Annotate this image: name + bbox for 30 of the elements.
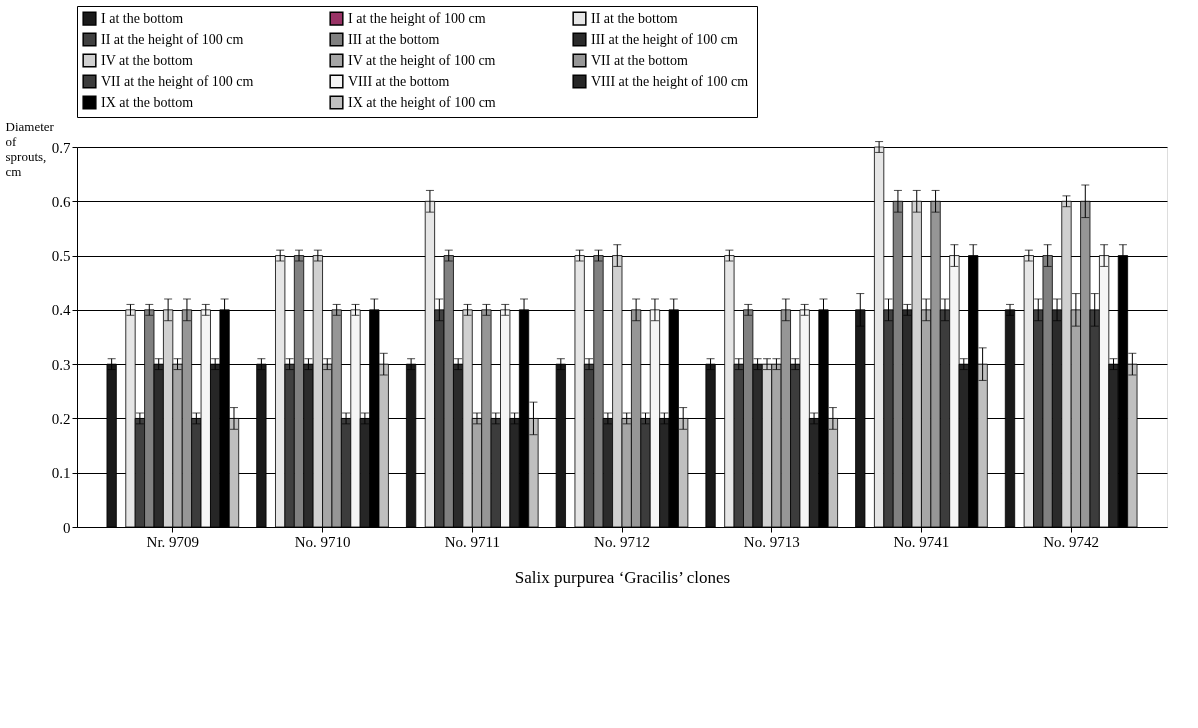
legend-label: VII at the height of 100 cm	[101, 73, 254, 89]
y-tick-label: 0.3	[51, 356, 71, 373]
y-tick-label: 0.5	[51, 248, 71, 265]
legend-label: IV at the height of 100 cm	[348, 52, 496, 68]
x-tick-label: No. 9713	[743, 533, 800, 550]
x-tick-label: Nr. 9709	[146, 533, 200, 550]
y-tick-label: 0.4	[51, 302, 71, 319]
x-tick-label: No. 9741	[893, 533, 950, 550]
legend-label: II at the bottom	[591, 10, 678, 26]
x-tick-label: No. 9712	[594, 533, 650, 550]
legend-label: VIII at the bottom	[348, 73, 450, 89]
legend-label: III at the bottom	[348, 31, 440, 47]
x-tick-label: No. 9710	[294, 533, 351, 550]
legend-label: I at the bottom	[101, 10, 184, 26]
y-tick-label: 0.6	[51, 193, 71, 210]
legend-label: IX at the height of 100 cm	[348, 94, 496, 110]
y-tick-label: 0.1	[51, 465, 71, 482]
legend-label: VII at the bottom	[591, 52, 688, 68]
legend-label: I at the height of 100 cm	[348, 10, 486, 26]
y-tick-label: 0.7	[51, 139, 71, 156]
legend-label: VIII at the height of 100 cm	[591, 73, 749, 89]
x-tick-label: No. 9711	[444, 533, 500, 550]
y-tick-label: 0	[63, 519, 71, 536]
legend-label: IV at the bottom	[101, 52, 194, 68]
y-tick-label: 0.2	[51, 410, 71, 427]
x-tick-label: No. 9742	[1043, 533, 1100, 550]
legend-label: III at the height of 100 cm	[591, 31, 739, 47]
x-axis-title: Salix purpurea ‘Gracilis’ clones	[514, 567, 731, 587]
legend-label: IX at the bottom	[101, 94, 194, 110]
legend-label: II at the height of 100 cm	[101, 31, 244, 47]
